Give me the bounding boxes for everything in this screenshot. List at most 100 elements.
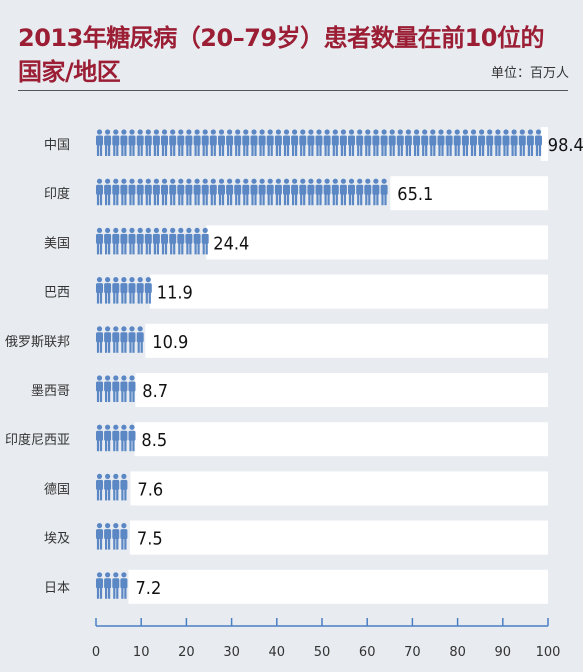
person-icon xyxy=(104,473,112,501)
person-icon xyxy=(161,178,168,206)
person-icon xyxy=(291,129,299,156)
person-icon xyxy=(144,277,152,304)
person-icon xyxy=(104,326,112,353)
person-icon xyxy=(218,178,225,206)
category-label: 印度尼西亚 xyxy=(5,432,70,448)
person-icon xyxy=(234,129,242,156)
value-label: 65.1 xyxy=(397,184,433,205)
person-icon xyxy=(96,572,103,599)
category-label: 美国 xyxy=(44,236,70,251)
chart-title-line2: 国家/地区 xyxy=(18,58,121,86)
person-icon xyxy=(486,129,494,156)
person-icon xyxy=(274,129,282,156)
person-icon xyxy=(136,129,144,156)
person-icon xyxy=(307,178,315,206)
bar-background xyxy=(149,274,549,309)
person-icon xyxy=(128,375,136,402)
person-icon xyxy=(437,129,445,156)
value-label: 7.5 xyxy=(137,529,163,550)
person-icon xyxy=(201,178,209,206)
person-icon xyxy=(193,178,201,206)
person-icon xyxy=(96,277,103,304)
person-icon xyxy=(339,129,347,156)
person-icon xyxy=(96,227,103,255)
person-icon xyxy=(128,227,136,255)
person-icon xyxy=(96,129,103,156)
person-icon xyxy=(112,326,120,353)
bar-background xyxy=(206,225,549,260)
person-icon xyxy=(112,572,120,599)
bar-background xyxy=(540,127,548,161)
value-label: 24.4 xyxy=(213,233,249,254)
person-icon xyxy=(112,375,120,402)
bar-background xyxy=(128,569,548,604)
person-icon xyxy=(104,178,112,206)
person-icon xyxy=(136,178,144,206)
person-icon xyxy=(364,129,372,156)
person-icon xyxy=(104,129,112,156)
unit-label: 单位：百万人 xyxy=(490,66,569,81)
person-icon xyxy=(372,178,380,206)
person-icon xyxy=(396,129,404,156)
person-icon xyxy=(128,129,136,156)
bar-row: 中国 98.4 xyxy=(44,127,583,161)
bar-background xyxy=(130,471,548,506)
person-icon xyxy=(299,129,307,156)
value-label: 8.5 xyxy=(141,430,167,451)
person-icon xyxy=(185,178,193,206)
person-icon xyxy=(283,129,290,156)
person-icon xyxy=(274,178,282,206)
person-icon xyxy=(258,178,266,206)
person-icon xyxy=(510,129,518,156)
x-tick-label: 10 xyxy=(133,645,150,660)
person-icon xyxy=(323,129,331,156)
person-icon xyxy=(242,178,250,206)
person-icon xyxy=(201,227,209,255)
x-tick-label: 50 xyxy=(314,645,331,660)
person-icon xyxy=(104,523,112,550)
person-icon xyxy=(266,178,274,206)
person-icon xyxy=(161,227,168,255)
person-icon xyxy=(120,326,128,353)
bar-row: 日本 7.2 xyxy=(44,569,548,604)
person-icon xyxy=(209,178,217,206)
person-icon xyxy=(372,129,380,156)
person-icon xyxy=(445,129,453,156)
person-icon xyxy=(331,178,339,206)
person-icon xyxy=(339,178,347,206)
person-icon xyxy=(526,129,534,156)
bar-row: 巴西 11.9 xyxy=(44,274,549,309)
person-icon xyxy=(112,178,120,206)
bar-row: 印度 65.1 xyxy=(44,176,548,211)
category-label: 俄罗斯联邦 xyxy=(5,335,70,350)
person-icon xyxy=(128,178,136,206)
person-icon xyxy=(161,129,168,156)
person-icon xyxy=(96,326,103,353)
person-icon xyxy=(226,178,234,206)
bar-row: 墨西哥 8.7 xyxy=(31,373,549,407)
person-icon xyxy=(404,129,412,156)
person-icon xyxy=(112,129,120,156)
person-icon xyxy=(96,178,103,206)
x-tick-label: 70 xyxy=(404,645,421,660)
person-icon xyxy=(413,129,421,156)
person-icon xyxy=(144,227,152,255)
person-icon xyxy=(380,178,388,206)
person-icon xyxy=(307,129,315,156)
person-icon xyxy=(104,424,112,452)
bar-background xyxy=(145,323,549,358)
person-icon xyxy=(96,523,103,550)
person-icon xyxy=(120,523,128,550)
person-icon xyxy=(421,129,429,156)
person-icon xyxy=(96,375,103,402)
person-icon xyxy=(291,178,299,206)
person-icon xyxy=(266,129,274,156)
person-icon xyxy=(218,129,225,156)
person-icon xyxy=(104,277,112,304)
person-icon xyxy=(120,375,128,402)
person-icon xyxy=(120,572,128,599)
person-icon xyxy=(120,129,128,156)
value-label: 7.6 xyxy=(137,479,163,500)
person-icon xyxy=(128,277,136,304)
person-icon xyxy=(152,178,160,206)
